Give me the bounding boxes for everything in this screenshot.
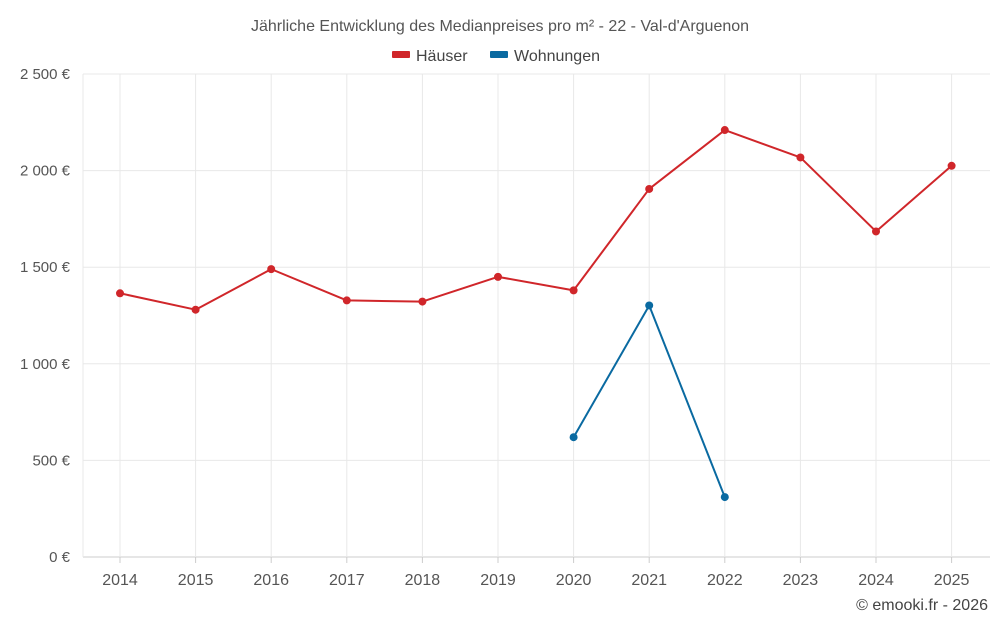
- y-tick-label: 2 500 €: [20, 66, 71, 83]
- x-tick-label: 2018: [405, 572, 441, 589]
- data-point-h-user[interactable]: [872, 227, 880, 236]
- data-point-h-user[interactable]: [645, 184, 654, 193]
- data-point-h-user[interactable]: [116, 289, 124, 298]
- legend: Häuser Wohnungen: [392, 48, 600, 65]
- data-point-wohnungen[interactable]: [645, 301, 654, 310]
- y-tick-label: 1 500 €: [20, 259, 71, 276]
- grid: [82, 73, 990, 558]
- data-point-h-user[interactable]: [418, 297, 427, 306]
- data-point-h-user[interactable]: [267, 265, 276, 274]
- x-tick-label: 2022: [707, 572, 743, 589]
- y-tick-label: 500 €: [32, 452, 70, 469]
- x-tick-label: 2016: [253, 572, 289, 589]
- chart-title: Jährliche Entwicklung des Medianpreises …: [251, 18, 749, 35]
- legend-label-wohnungen[interactable]: Wohnungen: [514, 48, 600, 65]
- y-axis: 0 € 500 € 1 000 € 1 500 € 2 000 € 2 500 €: [20, 66, 71, 566]
- data-point-wohnungen[interactable]: [569, 433, 578, 442]
- legend-swatch-h-user: [392, 51, 410, 58]
- y-tick-label: 0 €: [49, 549, 71, 566]
- legend-swatch-wohnungen: [490, 51, 508, 58]
- x-tick-label: 2024: [858, 572, 894, 589]
- data-point-h-user[interactable]: [720, 126, 729, 135]
- x-tick-label: 2023: [783, 572, 819, 589]
- x-tick-label: 2019: [480, 572, 516, 589]
- x-tick-label: 2017: [329, 572, 365, 589]
- x-axis: 2014 2015 2016 2017 2018 2019 2020 2021 2022 2023…: [102, 557, 969, 589]
- x-tick-label: 2015: [178, 572, 214, 589]
- y-tick-label: 1 000 €: [20, 356, 71, 373]
- data-point-h-user[interactable]: [569, 286, 578, 295]
- data-point-h-user[interactable]: [342, 296, 351, 305]
- y-tick-label: 2 000 €: [20, 163, 71, 180]
- data-point-h-user[interactable]: [796, 153, 805, 162]
- x-tick-label: 2025: [934, 572, 970, 589]
- data-point-h-user[interactable]: [494, 272, 502, 281]
- x-tick-label: 2014: [102, 572, 138, 589]
- series-layer: [116, 126, 956, 502]
- series-line-h-user: [119, 129, 953, 311]
- x-tick-label: 2020: [556, 572, 592, 589]
- data-point-h-user[interactable]: [947, 161, 956, 170]
- credit-text: © emooki.fr - 2026: [856, 597, 988, 614]
- x-tick-label: 2021: [631, 572, 667, 589]
- legend-label-h-user[interactable]: Häuser: [416, 48, 468, 65]
- data-point-wohnungen[interactable]: [720, 493, 729, 502]
- data-point-h-user[interactable]: [191, 305, 200, 314]
